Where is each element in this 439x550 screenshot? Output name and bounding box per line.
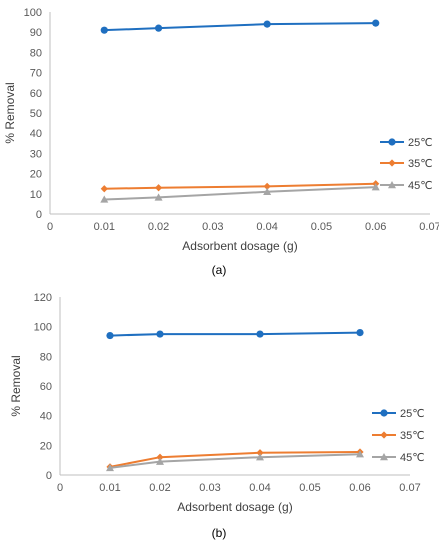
x-tick-label: 0.06	[349, 482, 370, 494]
x-tick-label: 0.01	[94, 221, 115, 233]
series-line	[104, 186, 376, 201]
series-line	[109, 331, 361, 337]
legend-entry: 25℃	[372, 408, 425, 420]
x-tick-label: 0.05	[311, 221, 332, 233]
y-tick-label: 100	[24, 7, 42, 19]
data-point	[106, 463, 114, 472]
data-point	[356, 450, 364, 458]
x-tick-label: 0.07	[419, 221, 439, 233]
data-point	[154, 184, 163, 192]
y-tick-label: 50	[30, 108, 42, 120]
series-3	[100, 183, 380, 203]
legend-label: 35℃	[400, 430, 425, 442]
legend-marker	[388, 181, 396, 189]
legend-label: 25℃	[400, 408, 425, 420]
y-tick-label: 70	[30, 68, 42, 80]
x-tick-label: 0.03	[199, 482, 220, 494]
series-2	[106, 448, 364, 471]
x-tick-label: 0.03	[202, 221, 223, 233]
legend-entry: 45℃	[372, 452, 425, 464]
y-tick-label: 10	[30, 189, 42, 201]
series-1	[100, 19, 380, 34]
legend-marker	[388, 159, 396, 167]
data-point	[100, 26, 108, 34]
legend-entry: 25℃	[380, 137, 433, 149]
y-tick-label: 120	[34, 292, 52, 304]
y-tick-label: 20	[40, 440, 52, 452]
y-tick-label: 20	[30, 169, 42, 181]
legend-marker	[380, 409, 388, 417]
legend-label: 25℃	[408, 137, 433, 149]
x-tick-label: 0.01	[99, 482, 120, 494]
legend-label: 45℃	[400, 452, 425, 464]
x-tick-label: 0.02	[148, 221, 169, 233]
series-3	[106, 450, 364, 472]
x-tick-label: 0.05	[299, 482, 320, 494]
series-line	[109, 453, 361, 469]
y-tick-label: 90	[30, 27, 42, 39]
panel-label: (b)	[212, 526, 227, 540]
data-point	[256, 449, 264, 457]
x-tick-label: 0	[47, 221, 53, 233]
chart-panel-2: 0 20 40 60 80 100 120 0 0.01 0.02 0.03 0.04 0.05 0.06…	[9, 292, 425, 540]
data-point	[371, 183, 380, 191]
y-axis-title: % Removal	[9, 355, 23, 416]
panel-label: (a)	[212, 263, 227, 277]
chart-panel-1: 0 10 20 30 40 50 60 70 80 90 100 0 0.01 0.02 0.03 0.04 0…	[3, 7, 439, 277]
x-axis-title: Adsorbent dosage (g)	[182, 239, 297, 253]
data-point	[256, 330, 264, 338]
legend-entry: 45℃	[380, 180, 433, 192]
x-axis-title: Adsorbent dosage (g)	[177, 500, 292, 514]
series-line	[104, 182, 376, 190]
legend-label: 35℃	[408, 158, 433, 170]
y-axis-title: % Removal	[3, 82, 17, 143]
data-point	[372, 19, 380, 27]
y-tick-label: 0	[36, 209, 42, 221]
x-tick-label: 0	[57, 482, 63, 494]
data-point	[156, 457, 164, 465]
y-tick-label: 0	[46, 470, 52, 482]
data-point	[263, 187, 272, 195]
y-tick-label: 100	[34, 322, 52, 334]
y-tick-label: 40	[30, 128, 42, 140]
data-point	[154, 193, 163, 201]
series-line	[104, 22, 376, 32]
x-tick-label: 0.04	[249, 482, 270, 494]
series-1	[106, 329, 364, 340]
y-tick-label: 80	[30, 47, 42, 59]
legend-entry: 35℃	[380, 158, 433, 170]
legend-marker	[388, 138, 396, 146]
data-point	[106, 331, 114, 340]
x-tick-label: 0.06	[365, 221, 386, 233]
y-tick-label: 60	[30, 88, 42, 100]
data-point	[356, 329, 364, 337]
legend-marker	[380, 431, 388, 439]
y-tick-label: 60	[40, 381, 52, 393]
data-point	[256, 453, 264, 461]
data-point	[263, 20, 271, 28]
data-point	[154, 24, 163, 32]
series-line	[109, 451, 361, 468]
x-tick-label: 0.07	[399, 482, 420, 494]
x-tick-label: 0.02	[149, 482, 170, 494]
y-tick-label: 30	[30, 148, 42, 160]
y-tick-label: 80	[40, 351, 52, 363]
legend-entry: 35℃	[372, 430, 425, 442]
x-tick-label: 0.04	[256, 221, 277, 233]
series-2	[100, 180, 380, 193]
data-point	[100, 185, 108, 193]
data-point	[263, 182, 271, 190]
legend-label: 45℃	[408, 180, 433, 192]
legend-marker	[380, 453, 388, 461]
data-point	[156, 330, 164, 338]
data-point	[156, 453, 164, 461]
data-point	[100, 195, 109, 203]
y-tick-label: 40	[40, 411, 52, 423]
